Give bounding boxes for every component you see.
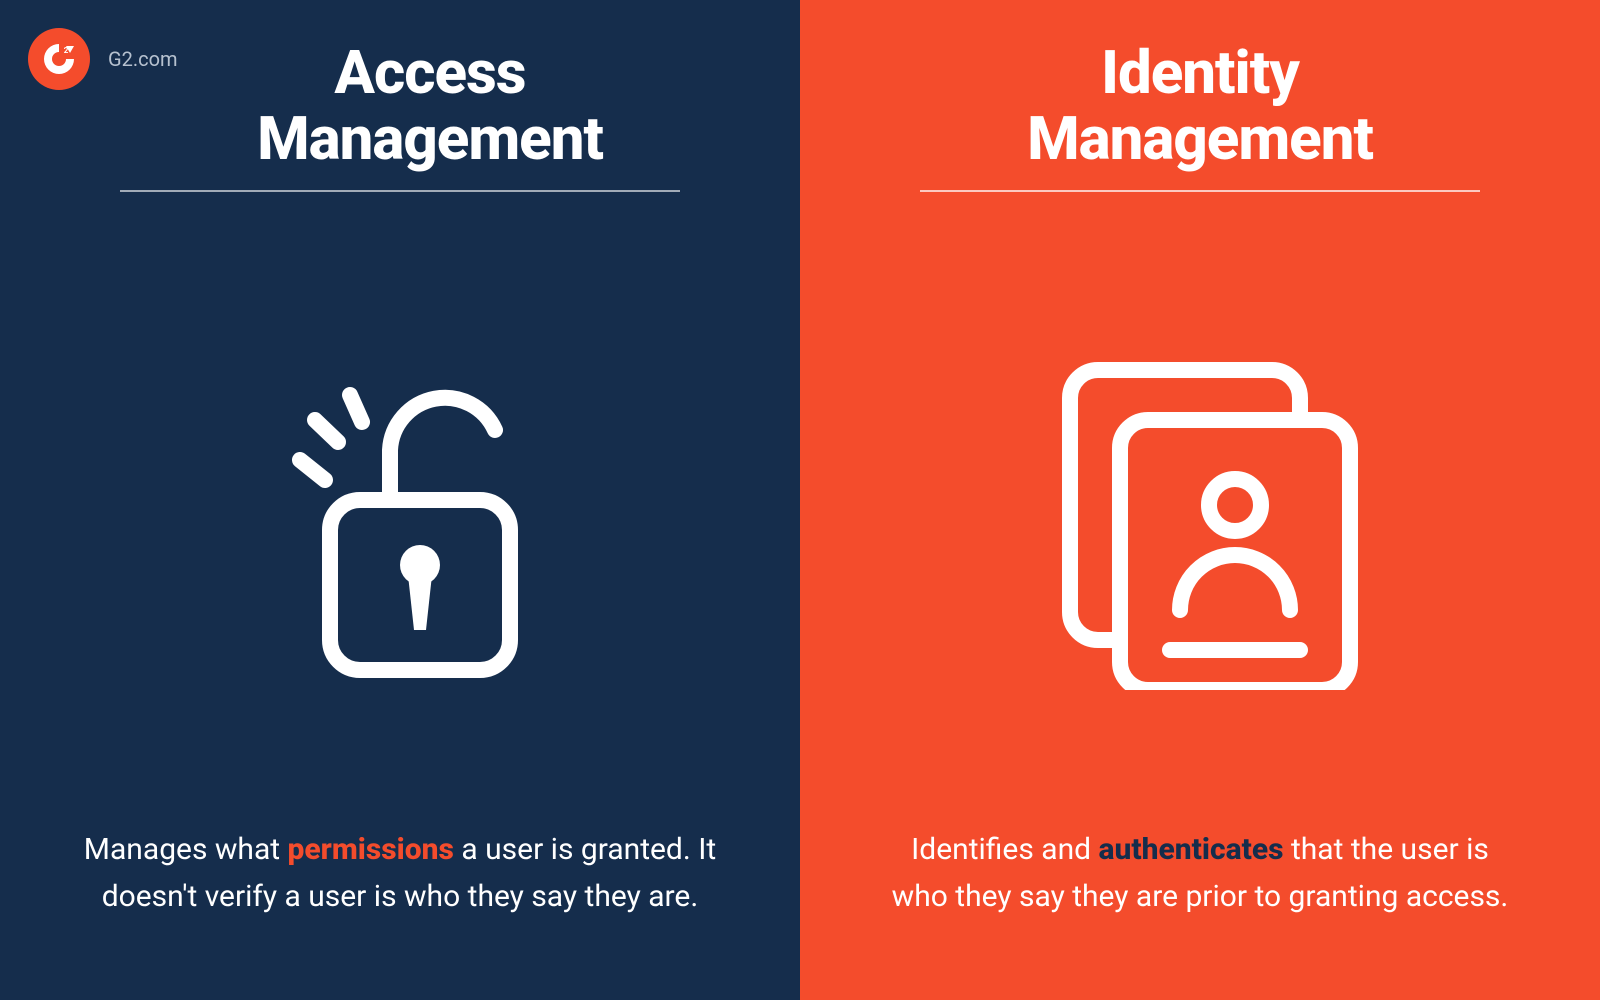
right-description: Identifies and authenticates that the us… bbox=[880, 827, 1520, 920]
g2-logo-icon: 2 bbox=[28, 28, 90, 90]
right-title: Identity Management bbox=[1027, 40, 1373, 172]
access-management-panel: 2 G2.com Access Management bbox=[0, 0, 800, 1000]
left-desc-highlight: permissions bbox=[288, 832, 454, 867]
left-icon-area bbox=[60, 192, 740, 827]
right-desc-highlight: authenticates bbox=[1099, 832, 1284, 867]
id-card-icon bbox=[1030, 330, 1370, 690]
left-title: Access Management bbox=[197, 40, 603, 172]
left-title-line1: Access bbox=[334, 37, 525, 108]
padlock-icon bbox=[240, 330, 560, 690]
identity-management-panel: Identity Management Identifies bbox=[800, 0, 1600, 1000]
left-description: Manages what permissions a user is grant… bbox=[80, 827, 720, 920]
right-icon-area bbox=[860, 192, 1540, 827]
svg-text:2: 2 bbox=[64, 46, 69, 55]
comparison-container: 2 G2.com Access Management bbox=[0, 0, 1600, 1000]
brand-area: 2 G2.com bbox=[28, 28, 178, 90]
left-title-line2: Management bbox=[257, 103, 603, 174]
right-title-line1: Identity bbox=[1101, 37, 1299, 108]
brand-label: G2.com bbox=[108, 47, 178, 71]
right-desc-pre: Identifies and bbox=[911, 832, 1098, 867]
left-desc-pre: Manages what bbox=[84, 832, 288, 867]
right-title-line2: Management bbox=[1027, 103, 1373, 174]
